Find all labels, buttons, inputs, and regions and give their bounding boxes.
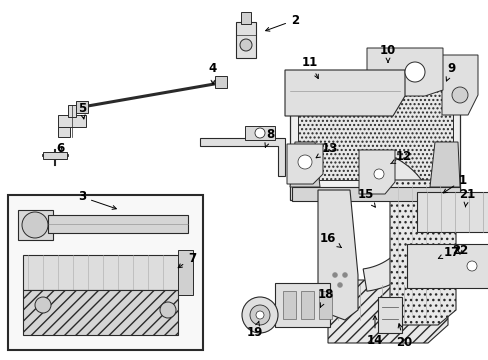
Polygon shape [286,144,323,184]
Polygon shape [200,138,285,176]
Text: 17: 17 [437,246,459,258]
Polygon shape [289,82,459,200]
Text: 6: 6 [56,141,64,154]
Polygon shape [178,250,193,295]
Polygon shape [406,244,488,288]
Circle shape [35,297,51,313]
Circle shape [254,128,264,138]
Circle shape [451,87,467,103]
Text: 10: 10 [379,44,395,62]
Circle shape [242,297,278,333]
Text: 11: 11 [301,55,318,78]
Bar [301,291,313,319]
Text: 22: 22 [451,243,467,256]
Text: 19: 19 [246,321,263,339]
Polygon shape [363,159,434,291]
Circle shape [22,212,48,238]
Text: 1: 1 [442,174,466,193]
Text: 12: 12 [390,150,411,164]
Bar [8,195,203,350]
Bar [76,101,88,113]
Polygon shape [366,48,442,96]
Text: 8: 8 [264,129,274,147]
Bar [18,210,53,240]
Bar [318,291,331,319]
Circle shape [249,305,269,325]
Circle shape [404,62,424,82]
Text: 15: 15 [357,189,375,207]
Bar [241,12,250,24]
Bar [68,105,76,117]
Text: 4: 4 [208,63,217,84]
Text: 9: 9 [445,62,455,81]
Bar [274,283,329,327]
Text: 18: 18 [317,288,333,307]
Polygon shape [441,55,477,115]
Bar [416,192,488,232]
Bar [215,76,226,88]
Bar [58,115,86,127]
Polygon shape [317,190,357,320]
Circle shape [160,302,176,318]
Text: 14: 14 [366,316,383,346]
Circle shape [342,273,347,278]
Text: 7: 7 [178,252,196,268]
Circle shape [297,155,311,169]
Bar [377,297,401,333]
Text: 20: 20 [395,324,411,348]
Bar [23,290,178,335]
Polygon shape [429,142,459,187]
Circle shape [240,39,251,51]
Polygon shape [289,142,319,187]
Bar [283,291,295,319]
Bar [236,22,256,58]
Text: 21: 21 [458,189,474,207]
Text: 13: 13 [316,141,337,158]
Text: 5: 5 [78,102,86,119]
Bar [244,126,274,140]
Bar [58,127,70,137]
Circle shape [337,283,342,288]
Text: 2: 2 [265,13,299,31]
Circle shape [256,311,264,319]
Bar [291,187,459,201]
Bar [43,152,67,159]
Polygon shape [285,70,404,116]
Bar [48,215,187,233]
Text: 3: 3 [78,190,116,209]
Circle shape [332,273,337,278]
Circle shape [466,261,476,271]
Bar [23,255,187,290]
Bar [297,90,452,180]
Polygon shape [389,180,455,325]
Circle shape [373,169,383,179]
Polygon shape [327,280,447,343]
Polygon shape [358,150,394,194]
Text: 16: 16 [319,231,341,248]
